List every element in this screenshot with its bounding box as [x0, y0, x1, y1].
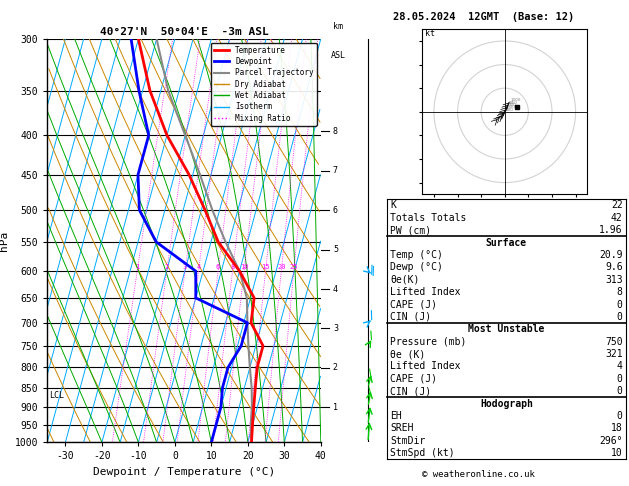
Legend: Temperature, Dewpoint, Parcel Trajectory, Dry Adiabat, Wet Adiabat, Isotherm, Mi: Temperature, Dewpoint, Parcel Trajectory… — [211, 43, 317, 125]
Text: CAPE (J): CAPE (J) — [390, 299, 437, 310]
Text: Temp (°C): Temp (°C) — [390, 250, 443, 260]
Text: Dewp (°C): Dewp (°C) — [390, 262, 443, 272]
Text: 15: 15 — [261, 264, 270, 270]
Text: 6: 6 — [333, 206, 338, 215]
Text: © weatheronline.co.uk: © weatheronline.co.uk — [421, 469, 535, 479]
Text: Totals Totals: Totals Totals — [390, 213, 466, 223]
Text: StmSpd (kt): StmSpd (kt) — [390, 448, 455, 458]
Text: 22: 22 — [611, 200, 623, 210]
Text: 0: 0 — [617, 411, 623, 421]
Text: CIN (J): CIN (J) — [390, 312, 431, 322]
Text: 4: 4 — [617, 362, 623, 371]
Text: 1: 1 — [135, 264, 139, 270]
Text: 10: 10 — [240, 264, 248, 270]
Text: 5: 5 — [333, 245, 338, 254]
Text: SREH: SREH — [390, 423, 413, 434]
Text: Lifted Index: Lifted Index — [390, 287, 460, 297]
Text: 9.6: 9.6 — [605, 262, 623, 272]
Text: CAPE (J): CAPE (J) — [390, 374, 437, 384]
Text: Pressure (mb): Pressure (mb) — [390, 337, 466, 347]
Text: 20: 20 — [277, 264, 286, 270]
Text: 1: 1 — [333, 403, 338, 412]
Text: 500: 500 — [507, 105, 515, 109]
Text: 0: 0 — [617, 386, 623, 396]
Text: km: km — [333, 22, 343, 31]
Text: PW (cm): PW (cm) — [390, 225, 431, 235]
Text: 0: 0 — [617, 374, 623, 384]
Text: 321: 321 — [605, 349, 623, 359]
Text: 1.96: 1.96 — [599, 225, 623, 235]
Text: Surface: Surface — [486, 238, 527, 247]
Text: 700: 700 — [508, 103, 516, 107]
Text: 0: 0 — [617, 299, 623, 310]
Text: Hodograph: Hodograph — [480, 399, 533, 409]
Text: Lifted Index: Lifted Index — [390, 362, 460, 371]
Text: 10: 10 — [611, 448, 623, 458]
X-axis label: Dewpoint / Temperature (°C): Dewpoint / Temperature (°C) — [93, 467, 275, 477]
Text: 28.05.2024  12GMT  (Base: 12): 28.05.2024 12GMT (Base: 12) — [393, 12, 574, 22]
Text: 4: 4 — [196, 264, 201, 270]
Text: 750: 750 — [605, 337, 623, 347]
Text: EH: EH — [390, 411, 402, 421]
Text: 300: 300 — [506, 107, 514, 112]
Text: 42: 42 — [611, 213, 623, 223]
Text: 6: 6 — [216, 264, 220, 270]
Text: LCL: LCL — [49, 391, 64, 400]
Text: 4: 4 — [333, 284, 338, 294]
Text: 18: 18 — [611, 423, 623, 434]
Y-axis label: hPa: hPa — [0, 230, 9, 251]
Text: 3: 3 — [183, 264, 187, 270]
Text: 8: 8 — [333, 127, 338, 136]
Text: 313: 313 — [605, 275, 623, 285]
Text: 8: 8 — [230, 264, 235, 270]
Text: Most Unstable: Most Unstable — [468, 324, 545, 334]
Text: 3: 3 — [333, 324, 338, 333]
Text: 850: 850 — [509, 101, 518, 104]
Text: kt: kt — [425, 29, 435, 38]
Text: CIN (J): CIN (J) — [390, 386, 431, 396]
Text: StmDir: StmDir — [390, 435, 425, 446]
Text: θe (K): θe (K) — [390, 349, 425, 359]
Text: 25: 25 — [289, 264, 298, 270]
Text: K: K — [390, 200, 396, 210]
Text: θe(K): θe(K) — [390, 275, 420, 285]
Text: 0: 0 — [617, 312, 623, 322]
Text: 20.9: 20.9 — [599, 250, 623, 260]
Text: 1000: 1000 — [511, 98, 521, 102]
Text: 296°: 296° — [599, 435, 623, 446]
Text: ASL: ASL — [331, 51, 345, 60]
Text: 2: 2 — [333, 364, 338, 372]
Text: 7: 7 — [333, 166, 338, 175]
Title: 40°27'N  50°04'E  -3m ASL: 40°27'N 50°04'E -3m ASL — [99, 27, 269, 37]
Text: 2: 2 — [165, 264, 169, 270]
Text: 8: 8 — [617, 287, 623, 297]
